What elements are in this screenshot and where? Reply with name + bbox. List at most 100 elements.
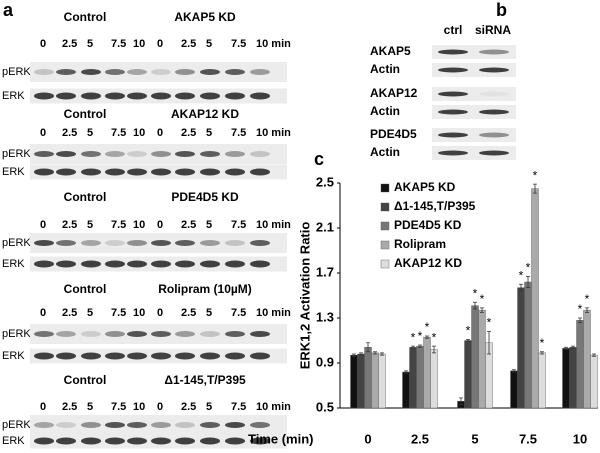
band	[200, 240, 220, 246]
lane-label: 10	[133, 127, 145, 139]
panel-label: a	[3, 0, 14, 20]
lane-label: 5	[206, 38, 212, 50]
band	[438, 150, 468, 156]
row-label: pERK	[2, 328, 31, 340]
band	[105, 331, 125, 337]
lane-label: 10	[133, 307, 145, 319]
band	[81, 240, 101, 246]
bar	[378, 353, 386, 409]
band	[34, 352, 54, 360]
band	[250, 437, 270, 445]
band	[127, 331, 147, 337]
significance-mark: *	[585, 292, 590, 306]
bar	[464, 340, 472, 409]
lane-label: 2.5	[62, 219, 77, 231]
error-bar	[487, 331, 491, 355]
bar	[423, 336, 431, 409]
band	[200, 168, 220, 176]
band	[127, 260, 147, 268]
significance-mark: *	[411, 330, 416, 344]
y-tick-label: 1.3	[316, 309, 334, 324]
lane-label: 2.5	[181, 219, 196, 231]
band	[81, 151, 101, 157]
significance-mark: *	[519, 268, 524, 282]
significance-mark: *	[466, 324, 471, 338]
y-tick-label: 2.1	[316, 219, 334, 234]
bar	[531, 188, 539, 409]
lane-label: 5	[87, 38, 93, 50]
row-label: Actin	[370, 62, 400, 76]
band	[225, 240, 245, 246]
band	[479, 49, 509, 55]
bar	[478, 309, 486, 409]
band	[127, 240, 147, 246]
error-bar	[526, 275, 530, 289]
y-tick-label: 0.5	[316, 399, 334, 414]
row-label: ERK	[2, 435, 25, 447]
lane-label: 5	[206, 401, 212, 413]
band	[34, 240, 54, 246]
band	[56, 168, 76, 176]
blot	[432, 146, 516, 160]
band	[479, 109, 509, 115]
lane-label: 2.5	[181, 307, 196, 319]
x-tick-label: 10	[573, 431, 587, 446]
band	[151, 151, 171, 157]
column-label: siRNA	[475, 23, 511, 37]
band	[81, 437, 101, 445]
band	[250, 260, 270, 268]
band	[81, 352, 101, 360]
band	[175, 92, 195, 100]
legend-swatch	[380, 183, 390, 193]
lane-label: 0	[40, 38, 46, 50]
band	[105, 352, 125, 360]
row-label: pERK	[2, 419, 31, 431]
band	[151, 92, 171, 100]
lane-label: 0	[157, 401, 163, 413]
condition-label: AKAP12 KD	[171, 107, 239, 121]
lane-label: 7.5	[231, 127, 246, 139]
band	[250, 331, 270, 337]
band	[151, 331, 171, 337]
band	[34, 92, 54, 100]
band	[200, 352, 220, 360]
band	[56, 260, 76, 268]
band	[105, 260, 125, 268]
condition-label: Control	[64, 373, 107, 387]
row-label: ERK	[2, 90, 25, 102]
lane-label: 7.5	[231, 38, 246, 50]
error-bar	[585, 307, 589, 313]
band	[225, 168, 245, 176]
band	[438, 67, 468, 73]
lane-label: 10 min	[256, 127, 291, 139]
band	[200, 260, 220, 268]
bar	[569, 347, 577, 409]
band	[81, 331, 101, 337]
band	[56, 437, 76, 445]
error-bar	[592, 353, 596, 357]
band	[127, 151, 147, 157]
error-bar	[480, 307, 484, 313]
band	[127, 422, 147, 428]
bar	[371, 352, 379, 409]
band	[479, 67, 509, 73]
row-label: pERK	[2, 148, 31, 160]
band	[225, 151, 245, 157]
row-label: AKAP12	[370, 86, 418, 100]
lane-label: 7.5	[111, 307, 126, 319]
bar	[416, 345, 424, 409]
lane-label: 0	[40, 127, 46, 139]
lane-label: 7.5	[231, 219, 246, 231]
error-bar	[519, 283, 523, 292]
error-bar	[571, 345, 575, 349]
lane-label: 0	[40, 219, 46, 231]
band	[225, 352, 245, 360]
bar	[576, 320, 584, 409]
bar	[583, 309, 591, 409]
condition-label: Control	[64, 282, 107, 296]
column-label: ctrl	[444, 23, 463, 37]
lane-label: 5	[87, 307, 93, 319]
band	[438, 91, 468, 97]
lane-label: 2.5	[181, 38, 196, 50]
lane-label: 10 min	[256, 219, 291, 231]
